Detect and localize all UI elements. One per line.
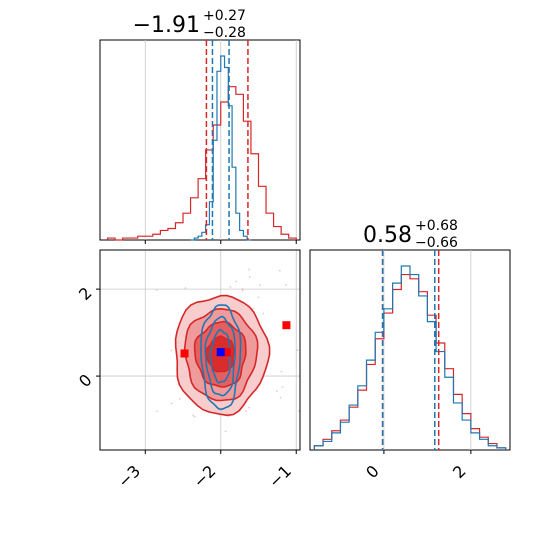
scatter-point	[170, 402, 173, 405]
scatter-point	[235, 280, 238, 283]
scatter-point	[156, 288, 158, 291]
scatter-point	[278, 269, 281, 272]
marker-series-0-1	[222, 348, 231, 357]
param1-title-minus: −0.28	[203, 25, 246, 41]
panel-hist-param2-frame	[309, 249, 511, 451]
scatter-point	[280, 370, 283, 373]
scatter-point	[224, 430, 227, 433]
x-tick-label: −2	[189, 461, 219, 491]
scatter-point	[248, 406, 250, 409]
scatter-point	[156, 410, 158, 413]
scatter-point	[257, 296, 260, 299]
param1-title-plus: +0.27	[203, 8, 246, 24]
param1-title-value: −1.91	[133, 13, 200, 38]
y-tick-label: 2	[75, 283, 96, 304]
marker-series-0-0	[180, 349, 189, 358]
marker-series-1-0	[216, 348, 225, 357]
x-tick-label: 0	[362, 461, 383, 482]
param2-title-minus: −0.66	[415, 235, 458, 251]
scatter-point	[285, 283, 287, 286]
scatter-point	[251, 307, 254, 310]
param2-title-value: 0.58	[363, 223, 412, 248]
scatter-point	[241, 288, 244, 290]
scatter-point	[262, 312, 265, 315]
contour-blue-level-0	[200, 304, 242, 411]
x-tick-label: 2	[449, 461, 470, 482]
hist-param2-series-0	[313, 273, 507, 450]
scatter-point	[296, 349, 299, 351]
scatter-point	[248, 268, 251, 271]
scatter-point	[229, 285, 232, 288]
panel-2d: −3 −2 −1 0 2	[75, 249, 301, 492]
contour-blue-level-1	[204, 315, 237, 397]
scatter-point	[178, 398, 181, 400]
marker-series-0-2	[282, 321, 291, 330]
x-tick-label: −1	[265, 461, 295, 491]
panel-hist-param1: −1.91 +0.27 −0.28	[99, 8, 301, 244]
hist-param1-series-1	[190, 55, 251, 241]
scatter-point	[241, 289, 244, 292]
scatter-point	[192, 414, 195, 417]
scatter-point	[184, 287, 187, 289]
panel-hist-param1-frame	[99, 39, 301, 241]
hist-param2-series-1	[313, 265, 507, 450]
panel-2d-frame	[99, 249, 301, 451]
contour-blue-level-2	[209, 328, 231, 384]
scatter-point	[275, 390, 278, 393]
x-tick-label: −3	[114, 461, 144, 491]
scatter-point	[298, 409, 300, 412]
scatter-point	[279, 396, 282, 399]
panel-hist-param2: 0 2 0.58 +0.68 −0.66	[309, 218, 511, 482]
param2-title-plus: +0.68	[415, 218, 458, 234]
hist-param1-series-0	[106, 86, 297, 241]
scatter-point	[248, 276, 251, 278]
scatter-point	[258, 284, 261, 287]
y-tick-label: 0	[75, 370, 96, 391]
scatter-point	[245, 410, 247, 412]
scatter-point	[170, 349, 173, 352]
scatter-point	[193, 415, 196, 418]
scatter-point	[281, 386, 284, 388]
